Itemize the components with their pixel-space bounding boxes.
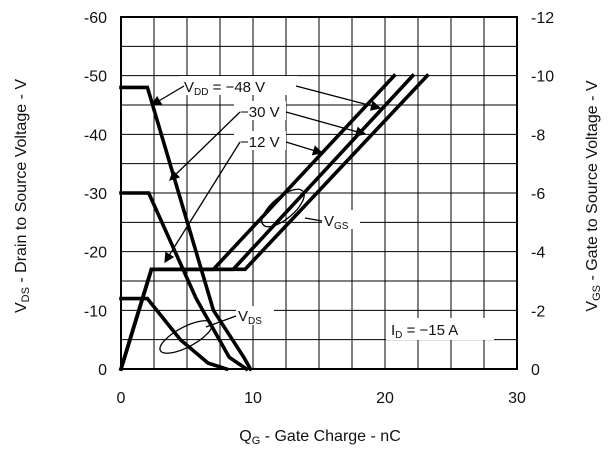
vgs-curve-48v: [118, 73, 430, 372]
series-group: [118, 73, 430, 372]
id-label-main: I: [391, 322, 395, 339]
vgs-label-main: V: [324, 213, 334, 230]
x-axis-label-sub: G: [252, 435, 261, 447]
plot-frame: [120, 16, 518, 370]
vdd30-label-value: −30 V: [240, 104, 280, 121]
y-left-tick-label: 0: [98, 362, 107, 379]
y-left-tick-label: -60: [84, 10, 107, 27]
y-left-label-sub: DS: [20, 287, 32, 302]
y-right-label-sub: GS: [591, 285, 603, 301]
y-right-tick-label: -2: [531, 303, 545, 320]
vgs-label-bg: [322, 210, 360, 229]
y-right-label-rest: - Gate to Source Voltage - V: [584, 80, 601, 285]
vdd30-label: −30 V: [240, 104, 280, 121]
y-left-label-rest: - Drain to Source Voltage - V: [13, 79, 30, 287]
y-left-tick-label: -50: [84, 69, 107, 86]
x-axis-label-main: Q: [239, 428, 251, 445]
y-right-tick-label: 0: [531, 362, 540, 379]
y-left-tick-label: -30: [84, 186, 107, 203]
vds-ellipse: [159, 320, 213, 354]
vdd48-label: VDD = −48 V: [184, 79, 265, 98]
y-right-label-main: V: [584, 301, 601, 312]
tick-labels: 0 10 20 30 0 -10 -20 -30 -40 -50 -60 0 -2 -4 -6 -8 -10 -1…: [84, 10, 554, 407]
y-right-tick-label: -10: [531, 69, 554, 86]
vds-label-sub: DS: [248, 316, 262, 327]
vdd-label-main: V: [184, 79, 194, 96]
vds-curve-30v: [119, 191, 249, 372]
vds-leader: [205, 315, 237, 328]
id-label-value: = −15 A: [402, 322, 458, 339]
vdd-label-sub: DD: [194, 87, 208, 98]
vds-label-main: V: [238, 308, 248, 325]
vdd48-label-bg: [180, 76, 298, 95]
y-left-tick-label: -20: [84, 245, 107, 262]
y-axis-left-label: VDS - Drain to Source Voltage - V: [13, 79, 32, 313]
vds-curve-48v: [119, 85, 253, 372]
arrow-vdd12-vds: [164, 141, 241, 264]
id-label: ID = −15 A: [391, 322, 458, 341]
id-label-sub: D: [395, 330, 402, 341]
id-label-bg: [386, 318, 494, 340]
y-left-label-main: V: [13, 302, 30, 313]
vdd48-label-value: = −48 V: [208, 79, 265, 96]
vdd12-label-value: −12 V: [240, 134, 280, 151]
vgs-ellipse: [261, 188, 305, 228]
arrow-vdd12-vgs: [285, 141, 324, 156]
vds-label: VDS: [238, 308, 262, 327]
vds-label-bg: [236, 306, 274, 325]
y-right-tick-label: -8: [531, 127, 545, 144]
y-right-tick-label: -6: [531, 186, 545, 203]
arrow-vdd48-vgs: [295, 85, 382, 111]
arrow-vdd30-vds: [169, 111, 241, 181]
vds-curve-12v: [119, 296, 229, 372]
vgs-label: VGS: [324, 213, 349, 232]
y-axis-right-label: VGS - Gate to Source Voltage - V: [584, 80, 603, 311]
y-left-tick-label: -40: [84, 127, 107, 144]
x-tick-label: 10: [244, 390, 262, 407]
x-tick-label: 30: [508, 390, 526, 407]
x-axis-label-rest: - Gate Charge - nC: [260, 428, 401, 445]
vdd12-label-bg: [234, 131, 286, 150]
vgs-leader: [304, 217, 323, 222]
vgs-label-sub: GS: [334, 221, 349, 232]
x-axis-label: QG - Gate Charge - nC: [239, 428, 401, 447]
y-right-tick-label: -4: [531, 245, 545, 262]
y-left-tick-label: -10: [84, 303, 107, 320]
x-tick-label: 20: [376, 390, 394, 407]
vdd12-label: −12 V: [240, 134, 280, 151]
arrow-vdd48-vds: [150, 85, 185, 106]
y-right-tick-label: -12: [531, 10, 554, 27]
arrow-vdd30-vgs: [285, 111, 367, 137]
x-tick-label: 0: [117, 390, 126, 407]
vdd30-label-bg: [234, 101, 286, 120]
